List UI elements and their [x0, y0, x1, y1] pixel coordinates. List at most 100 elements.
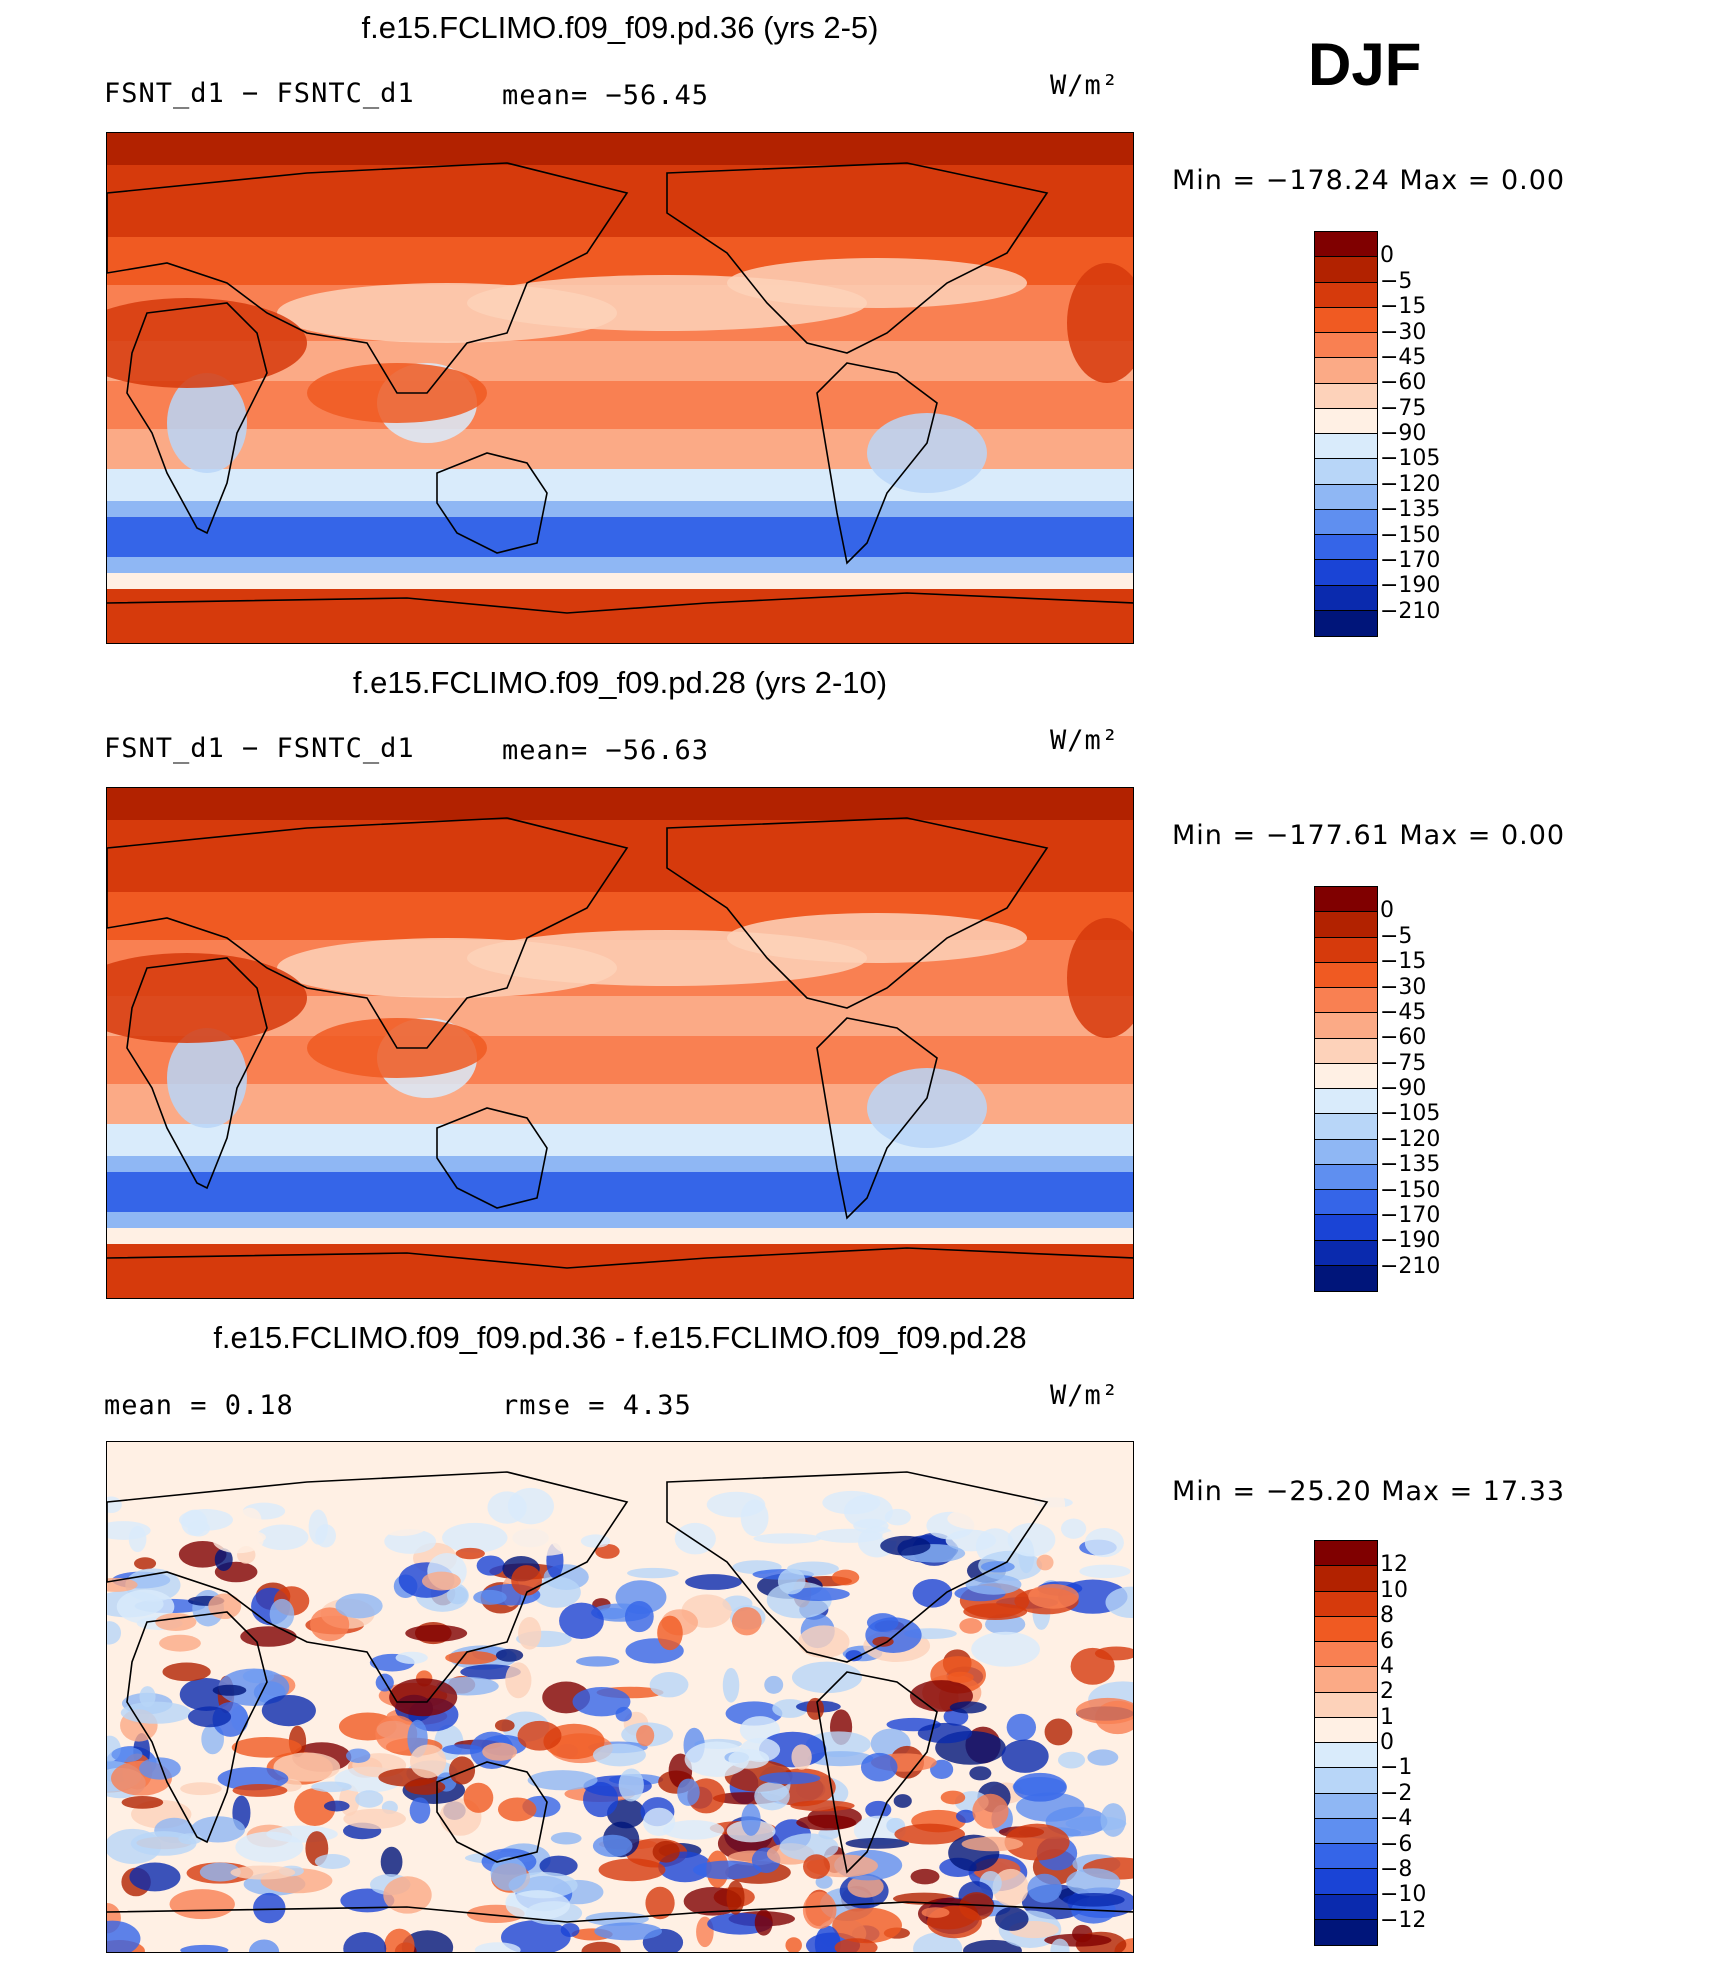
map-field-feature [649, 1671, 689, 1698]
map-field-band [107, 860, 1133, 869]
map-field-feature [845, 1837, 910, 1849]
map-field-feature [139, 1757, 181, 1780]
map-field-feature [1006, 1713, 1037, 1741]
map-field-band [107, 269, 1133, 278]
colorbar-tick-label: −170 [1380, 1202, 1441, 1228]
coastline [107, 1901, 1133, 1923]
map-field-band [107, 1164, 1133, 1173]
coastline [107, 817, 629, 1049]
map-field-band [107, 149, 1133, 158]
map-field-band [107, 1220, 1133, 1229]
map-field-feature [473, 1589, 507, 1605]
map-field-feature [598, 1858, 666, 1882]
colorbar-swatch [1315, 257, 1377, 283]
map-field-feature [384, 1928, 415, 1952]
map-field-feature [389, 1678, 458, 1717]
map-field-feature [1066, 1868, 1121, 1897]
map-field-feature [476, 1555, 505, 1576]
colorbar-swatch [1315, 887, 1377, 913]
panel2-variable-label: FSNT_d1 − FSNTC_d1 [104, 733, 415, 764]
map-field-feature [550, 1832, 582, 1845]
map-field-band [107, 836, 1133, 845]
map-field-feature [815, 1875, 833, 1889]
map-field-band [107, 1244, 1133, 1253]
map-field-feature [442, 1744, 483, 1755]
coastline [666, 162, 1049, 354]
map-field-feature [674, 1522, 716, 1555]
map-field-feature [445, 1651, 498, 1665]
colorbar-tick-label: 6 [1380, 1628, 1394, 1654]
map-field-feature [921, 1907, 950, 1918]
colorbar-swatch [1315, 585, 1377, 611]
map-field-feature [731, 1607, 762, 1636]
map-field-feature [693, 1860, 762, 1880]
colorbar-tick-label: −90 [1380, 421, 1427, 446]
map-field-feature [740, 1499, 769, 1537]
colorbar-tick-label: −2 [1380, 1780, 1413, 1806]
map-field-feature [865, 1800, 892, 1819]
coastline [816, 362, 938, 565]
map-field-feature [294, 1788, 336, 1826]
map-field-feature [463, 1782, 494, 1813]
colorbar-swatch [1315, 1768, 1377, 1794]
map-field-feature [527, 1770, 598, 1791]
colorbar-tick-label: −90 [1380, 1076, 1427, 1101]
colorbar-tick-label: 12 [1380, 1552, 1408, 1578]
colorbar-swatch [1315, 1013, 1377, 1039]
map-field-feature [1027, 1873, 1062, 1903]
map-field-feature [383, 1876, 432, 1914]
map-field-feature [947, 1671, 974, 1683]
map-field-band [107, 988, 1133, 997]
colorbar-swatch [1315, 1240, 1377, 1266]
panel3-mean-label: mean = 0.18 [104, 1390, 294, 1421]
map-field-feature [167, 373, 247, 473]
colorbar-swatch [1315, 1717, 1377, 1743]
colorbar-swatch [1315, 1667, 1377, 1693]
map-field-feature [212, 1528, 264, 1554]
map-field-feature [843, 1494, 893, 1529]
map-field-feature [910, 1868, 940, 1885]
colorbar-swatch [1315, 509, 1377, 535]
map-field-feature [1084, 1528, 1124, 1558]
map-field-band [107, 501, 1133, 510]
map-field-band [107, 1124, 1133, 1133]
map-field-feature [963, 1603, 1028, 1620]
map-field-band [107, 493, 1133, 502]
map-field-feature [559, 1602, 604, 1640]
colorbar-tick-label: −15 [1380, 949, 1427, 975]
panel3-units-label: W/m² [1050, 1380, 1120, 1411]
map-field-feature [949, 1701, 987, 1714]
map-field-feature [116, 1589, 175, 1624]
map-field-band [107, 1116, 1133, 1125]
map-field-feature [314, 1854, 351, 1869]
map-field-feature [261, 1694, 316, 1727]
map-field-feature [129, 1862, 181, 1892]
map-field-feature [128, 1497, 193, 1509]
map-field-feature [785, 1937, 802, 1952]
map-field-feature [230, 1865, 296, 1880]
map-field-feature [867, 1068, 987, 1148]
coastline [126, 302, 268, 535]
map-field-feature [865, 1617, 922, 1653]
map-field-band [107, 1076, 1133, 1085]
map-field-band [107, 1292, 1133, 1298]
map-field-feature [657, 1615, 683, 1651]
map-field-band [107, 892, 1133, 901]
map-field-feature [814, 1925, 841, 1952]
map-field-feature [867, 413, 987, 493]
panel1-map-field [107, 133, 1133, 643]
colorbar-tick-label: −120 [1380, 1126, 1441, 1152]
map-field-feature [269, 1598, 295, 1630]
colorbar-tick-label: −10 [1380, 1882, 1427, 1908]
map-field-band [107, 253, 1133, 262]
map-field-feature [662, 1820, 725, 1840]
map-field-feature [965, 1574, 1022, 1595]
map-field-band [107, 589, 1133, 598]
colorbar-swatch [1315, 1089, 1377, 1115]
map-field-feature [759, 1772, 821, 1785]
colorbar-tick-label: −210 [1380, 598, 1441, 624]
map-field-feature [518, 1616, 542, 1650]
colorbar-tick-label: −190 [1380, 1228, 1441, 1254]
map-field-band [107, 429, 1133, 438]
colorbar-tick-label: −75 [1380, 1050, 1427, 1076]
